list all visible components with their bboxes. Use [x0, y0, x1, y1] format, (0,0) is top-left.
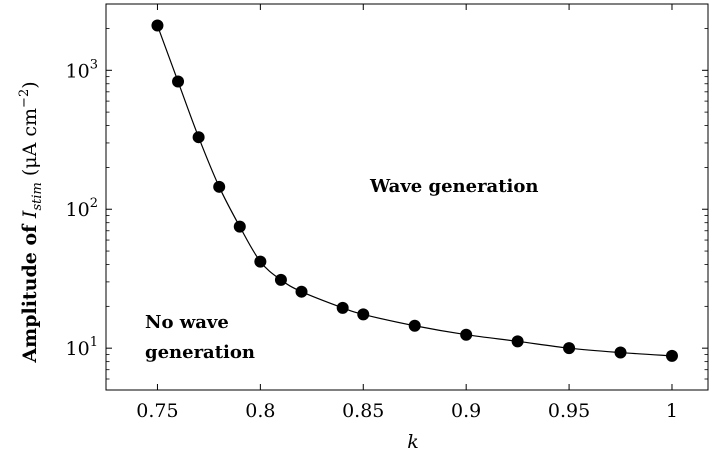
x-axis-title: k [407, 431, 419, 453]
plot-frame [105, 3, 709, 391]
x-tick-label: 1 [666, 400, 678, 422]
y-axis-title-unit-close: ) [19, 81, 41, 88]
data-point [254, 255, 267, 268]
annotation-no-wave-line1: No wave [145, 312, 229, 333]
axis-tick-labels: 0.75 0.8 0.85 0.9 0.95 1 101 102 103 [66, 57, 678, 422]
data-point [408, 319, 421, 332]
y-axis-title: Amplitude of Istim (μA cm−2) [17, 81, 45, 363]
y-tick-label: 103 [66, 57, 98, 82]
series-line [156, 25, 673, 357]
data-point [563, 342, 576, 355]
y-axis-title-unit: (μA cm [19, 108, 41, 182]
y-axis-title-sub: stim [30, 182, 45, 210]
data-point [274, 273, 287, 286]
data-point [172, 75, 185, 88]
annotation-wave-generation: Wave generation [369, 176, 538, 197]
y-axis-title-prefix: Amplitude of [19, 218, 41, 364]
x-tick-label: 0.85 [342, 400, 384, 422]
data-point [357, 308, 370, 321]
x-tick-label: 0.95 [548, 400, 590, 422]
data-point [336, 301, 349, 314]
x-tick-label: 0.75 [136, 400, 178, 422]
y-axis-title-var: I [19, 210, 41, 219]
annotation-no-wave-line2: generation [145, 342, 255, 363]
y-axis-title-unit-exp: −2 [17, 89, 32, 108]
axis-ticks [106, 3, 708, 391]
data-point [213, 180, 226, 193]
data-point [233, 220, 246, 233]
data-point [295, 285, 308, 298]
data-point [151, 19, 164, 32]
data-point [614, 346, 627, 359]
data-point [460, 328, 473, 341]
x-tick-label: 0.9 [451, 400, 481, 422]
y-tick-label: 101 [66, 335, 98, 360]
y-tick-label: 102 [66, 196, 98, 221]
data-point [511, 335, 524, 348]
data-point [192, 131, 205, 144]
chart-marks [151, 19, 678, 362]
data-point [665, 349, 678, 362]
x-tick-label: 0.8 [245, 400, 275, 422]
